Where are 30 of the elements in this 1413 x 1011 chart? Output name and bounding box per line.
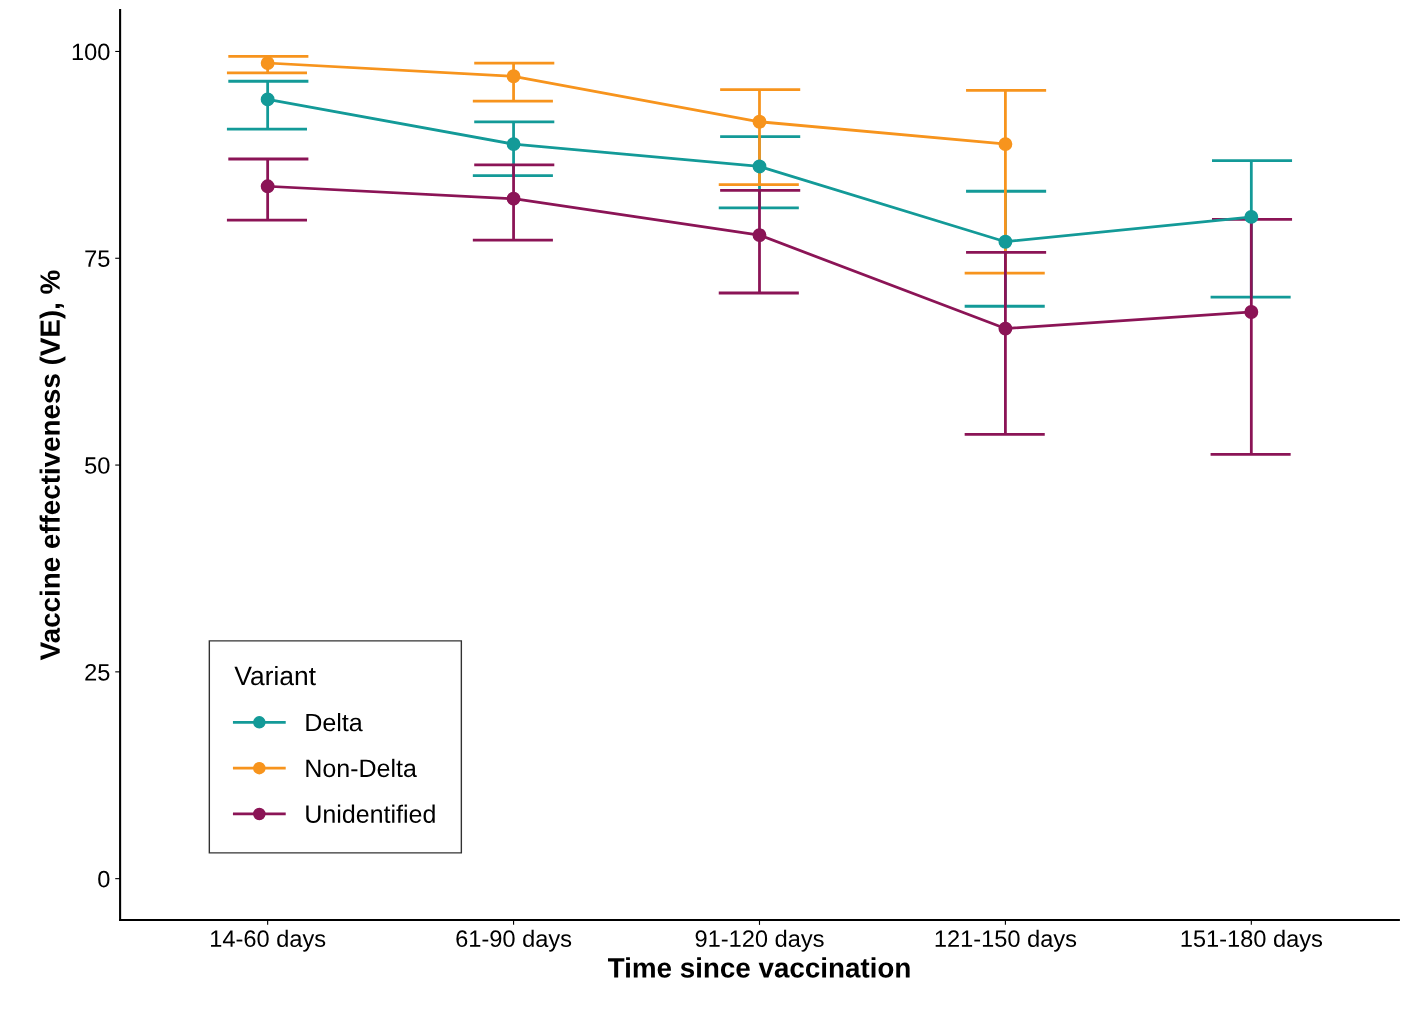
point [506, 69, 521, 84]
point [260, 56, 275, 70]
y-tick-label: 50 [85, 457, 110, 474]
y-tick-label: 100 [72, 43, 110, 61]
x-axis-title: Time since vaccination [607, 957, 910, 978]
point [752, 159, 767, 174]
y-tick-label: 0 [98, 870, 110, 888]
point [752, 114, 767, 129]
point [998, 234, 1013, 249]
point [998, 321, 1013, 336]
x-tick-label: 151-180 days [1181, 929, 1323, 952]
point [1244, 305, 1259, 319]
point [260, 179, 275, 194]
point [506, 137, 521, 152]
x-tick-label: 14-60 days [211, 929, 326, 952]
y-tick-label: 25 [85, 663, 110, 681]
point [1244, 209, 1259, 224]
legend-label: Delta [306, 713, 363, 732]
y-tick-label: 75 [85, 250, 110, 268]
x-tick-label: 61-90 days [456, 929, 572, 952]
point [998, 137, 1013, 152]
x-tick-label: 121-150 days [935, 929, 1077, 952]
x-tick-label: 91-120 days [695, 929, 824, 952]
legend-label: Non-Delta [306, 758, 417, 778]
point [260, 92, 275, 107]
legend-label: Unidentified [306, 804, 435, 823]
point [752, 228, 767, 243]
y-axis-title: Vaccine effectiveness (VE), % [39, 270, 66, 661]
point [506, 191, 521, 206]
legend-title: Variant [234, 665, 316, 686]
